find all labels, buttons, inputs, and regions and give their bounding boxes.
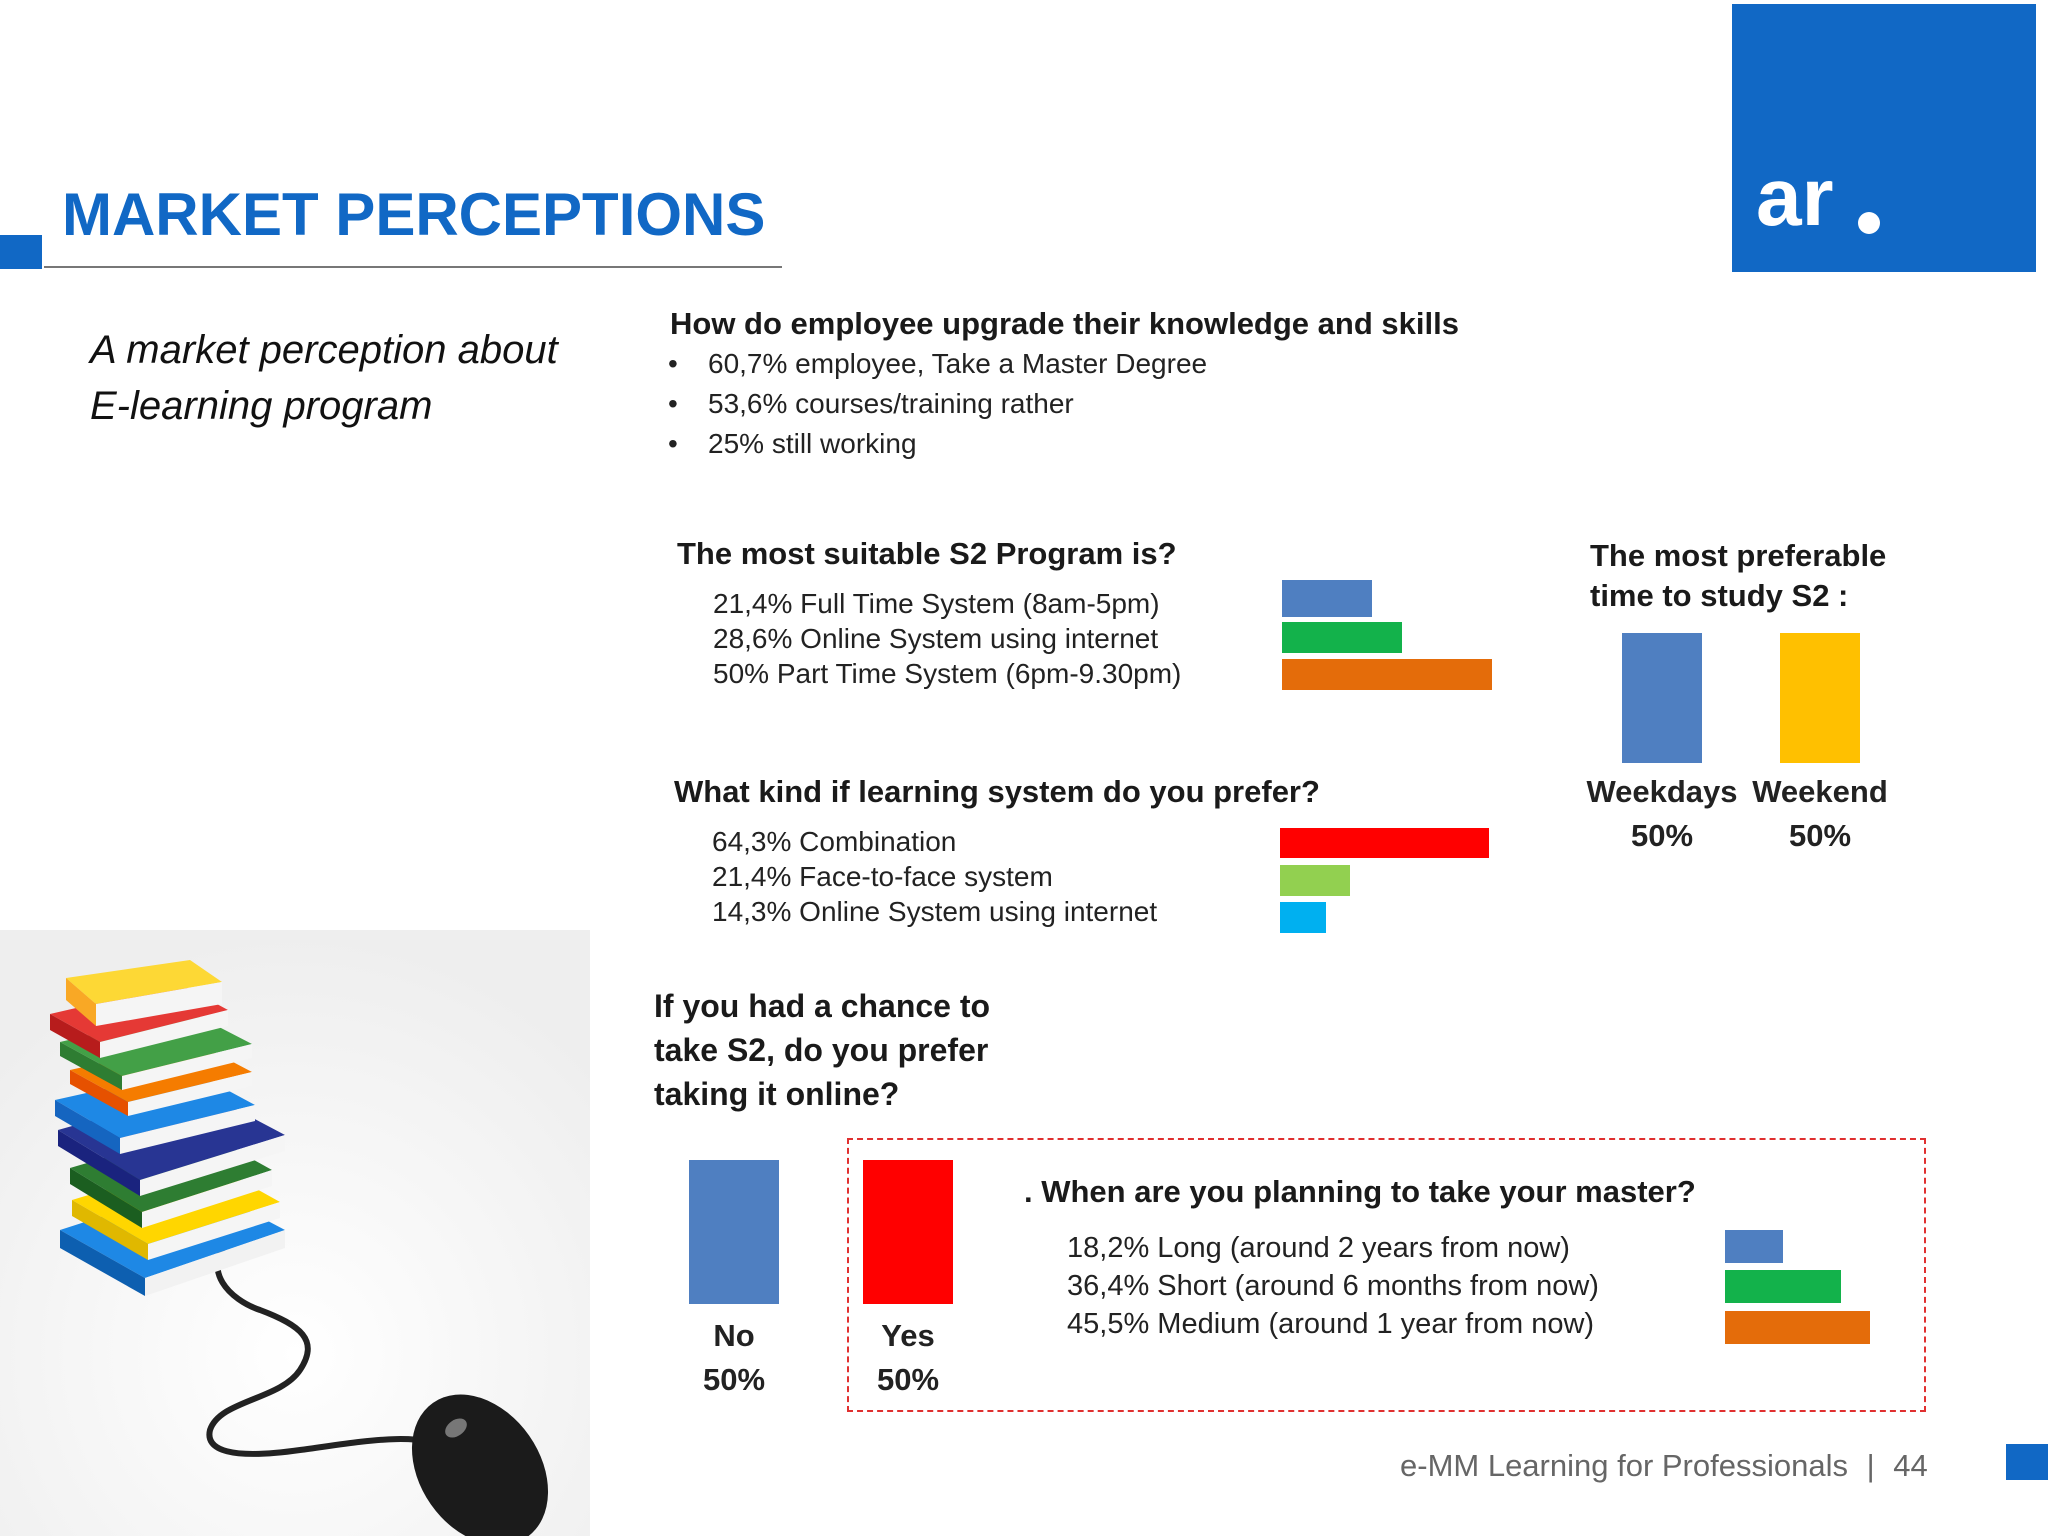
learning-system-item-label: 21,4% Face-to-face system bbox=[712, 861, 1053, 892]
online-question-line: taking it online? bbox=[654, 1076, 900, 1112]
online-pct: 50% bbox=[702, 1362, 766, 1397]
master-plan-item-label: 18,2% Long (around 2 years from now) bbox=[1067, 1232, 1570, 1264]
bullet-icon: • bbox=[668, 428, 678, 459]
study-time-label: Weekdays bbox=[1586, 774, 1738, 809]
knowledge-item-text: 25% still working bbox=[708, 428, 917, 459]
s2-program-item-label: 50% Part Time System (6pm-9.30pm) bbox=[713, 658, 1182, 689]
online-bar-yes bbox=[863, 1160, 953, 1304]
online-label: No bbox=[713, 1318, 755, 1353]
s2-program-question: The most suitable S2 Program is? bbox=[677, 536, 1177, 571]
knowledge-question: How do employee upgrade their knowledge … bbox=[670, 306, 1459, 341]
online-question: If you had a chance to take S2, do you p… bbox=[654, 984, 990, 1116]
master-plan-box bbox=[847, 1138, 1926, 1412]
study-time-label-weekdays: Weekdays 50% bbox=[1582, 770, 1742, 858]
title-divider bbox=[44, 266, 782, 268]
subtitle-line-2: E-learning program bbox=[90, 384, 433, 428]
logo-dot-icon bbox=[1858, 212, 1880, 234]
online-question-line: take S2, do you prefer bbox=[654, 1032, 989, 1068]
study-time-question-line: time to study S2 : bbox=[1590, 578, 1849, 613]
online-pct: 50% bbox=[876, 1362, 940, 1397]
online-question-line: If you had a chance to bbox=[654, 988, 991, 1024]
learning-system-item-label: 14,3% Online System using internet bbox=[712, 896, 1158, 927]
knowledge-item: • 25% still working bbox=[668, 428, 1207, 468]
knowledge-list: • 60,7% employee, Take a Master Degree • 5… bbox=[668, 348, 1207, 468]
s2-program-item-label: 21,4% Full Time System (8am-5pm) bbox=[713, 588, 1160, 619]
learning-system-question: What kind if learning system do you pref… bbox=[674, 774, 1320, 809]
learning-system-bar bbox=[1280, 865, 1350, 896]
online-label: Yes bbox=[881, 1318, 935, 1353]
s2-program-item-label: 28,6% Online System using internet bbox=[713, 623, 1159, 654]
s2-program-bar bbox=[1282, 659, 1492, 690]
online-label-yes: Yes 50% bbox=[838, 1314, 978, 1402]
study-time-bar-weekdays bbox=[1622, 633, 1702, 763]
study-time-bar-weekend bbox=[1780, 633, 1860, 763]
s2-program-bar bbox=[1282, 622, 1402, 653]
footer: e-MM Learning for Professionals | 44 bbox=[1400, 1448, 1928, 1484]
knowledge-item: • 53,6% courses/training rather bbox=[668, 388, 1207, 428]
title-accent-marker bbox=[0, 235, 42, 269]
slide-subtitle: A market perception about E-learning pro… bbox=[90, 322, 558, 434]
page-number: 44 bbox=[1893, 1448, 1928, 1483]
study-time-label: Weekend bbox=[1752, 774, 1888, 809]
learning-system-bar bbox=[1280, 902, 1326, 933]
book-stack bbox=[50, 960, 285, 1296]
master-plan-item-label: 36,4% Short (around 6 months from now) bbox=[1067, 1270, 1599, 1302]
study-time-question: The most preferable time to study S2 : bbox=[1590, 536, 1886, 616]
study-time-pct: 50% bbox=[1788, 818, 1852, 853]
subtitle-line-1: A market perception about bbox=[90, 328, 558, 372]
footer-separator: | bbox=[1866, 1448, 1875, 1483]
bullet-icon: • bbox=[668, 388, 678, 419]
master-plan-bar bbox=[1725, 1270, 1841, 1303]
learning-system-bar bbox=[1280, 828, 1489, 858]
knowledge-item-text: 53,6% courses/training rather bbox=[708, 388, 1074, 419]
logo-text: ar bbox=[1756, 152, 1834, 243]
study-time-question-line: The most preferable bbox=[1590, 538, 1887, 573]
online-label-no: No 50% bbox=[664, 1314, 804, 1402]
master-plan-question: . When are you planning to take your mas… bbox=[1024, 1174, 1696, 1209]
footer-text: e-MM Learning for Professionals bbox=[1400, 1448, 1848, 1483]
study-time-label-weekend: Weekend 50% bbox=[1740, 770, 1900, 858]
books-mouse-illustration bbox=[0, 930, 590, 1536]
master-plan-bar bbox=[1725, 1230, 1783, 1263]
online-bar-no bbox=[689, 1160, 779, 1304]
master-plan-bar bbox=[1725, 1311, 1870, 1344]
footer-accent-marker bbox=[2006, 1444, 2048, 1480]
knowledge-item-text: 60,7% employee, Take a Master Degree bbox=[708, 348, 1208, 379]
bullet-icon: • bbox=[668, 348, 678, 379]
learning-system-item-label: 64,3% Combination bbox=[712, 826, 957, 857]
brand-logo bbox=[1732, 4, 2036, 272]
page-title: MARKET PERCEPTIONS bbox=[62, 181, 766, 248]
master-plan-item-label: 45,5% Medium (around 1 year from now) bbox=[1067, 1308, 1595, 1340]
s2-program-bar bbox=[1282, 580, 1372, 617]
study-time-pct: 50% bbox=[1630, 818, 1694, 853]
knowledge-item: • 60,7% employee, Take a Master Degree bbox=[668, 348, 1207, 388]
